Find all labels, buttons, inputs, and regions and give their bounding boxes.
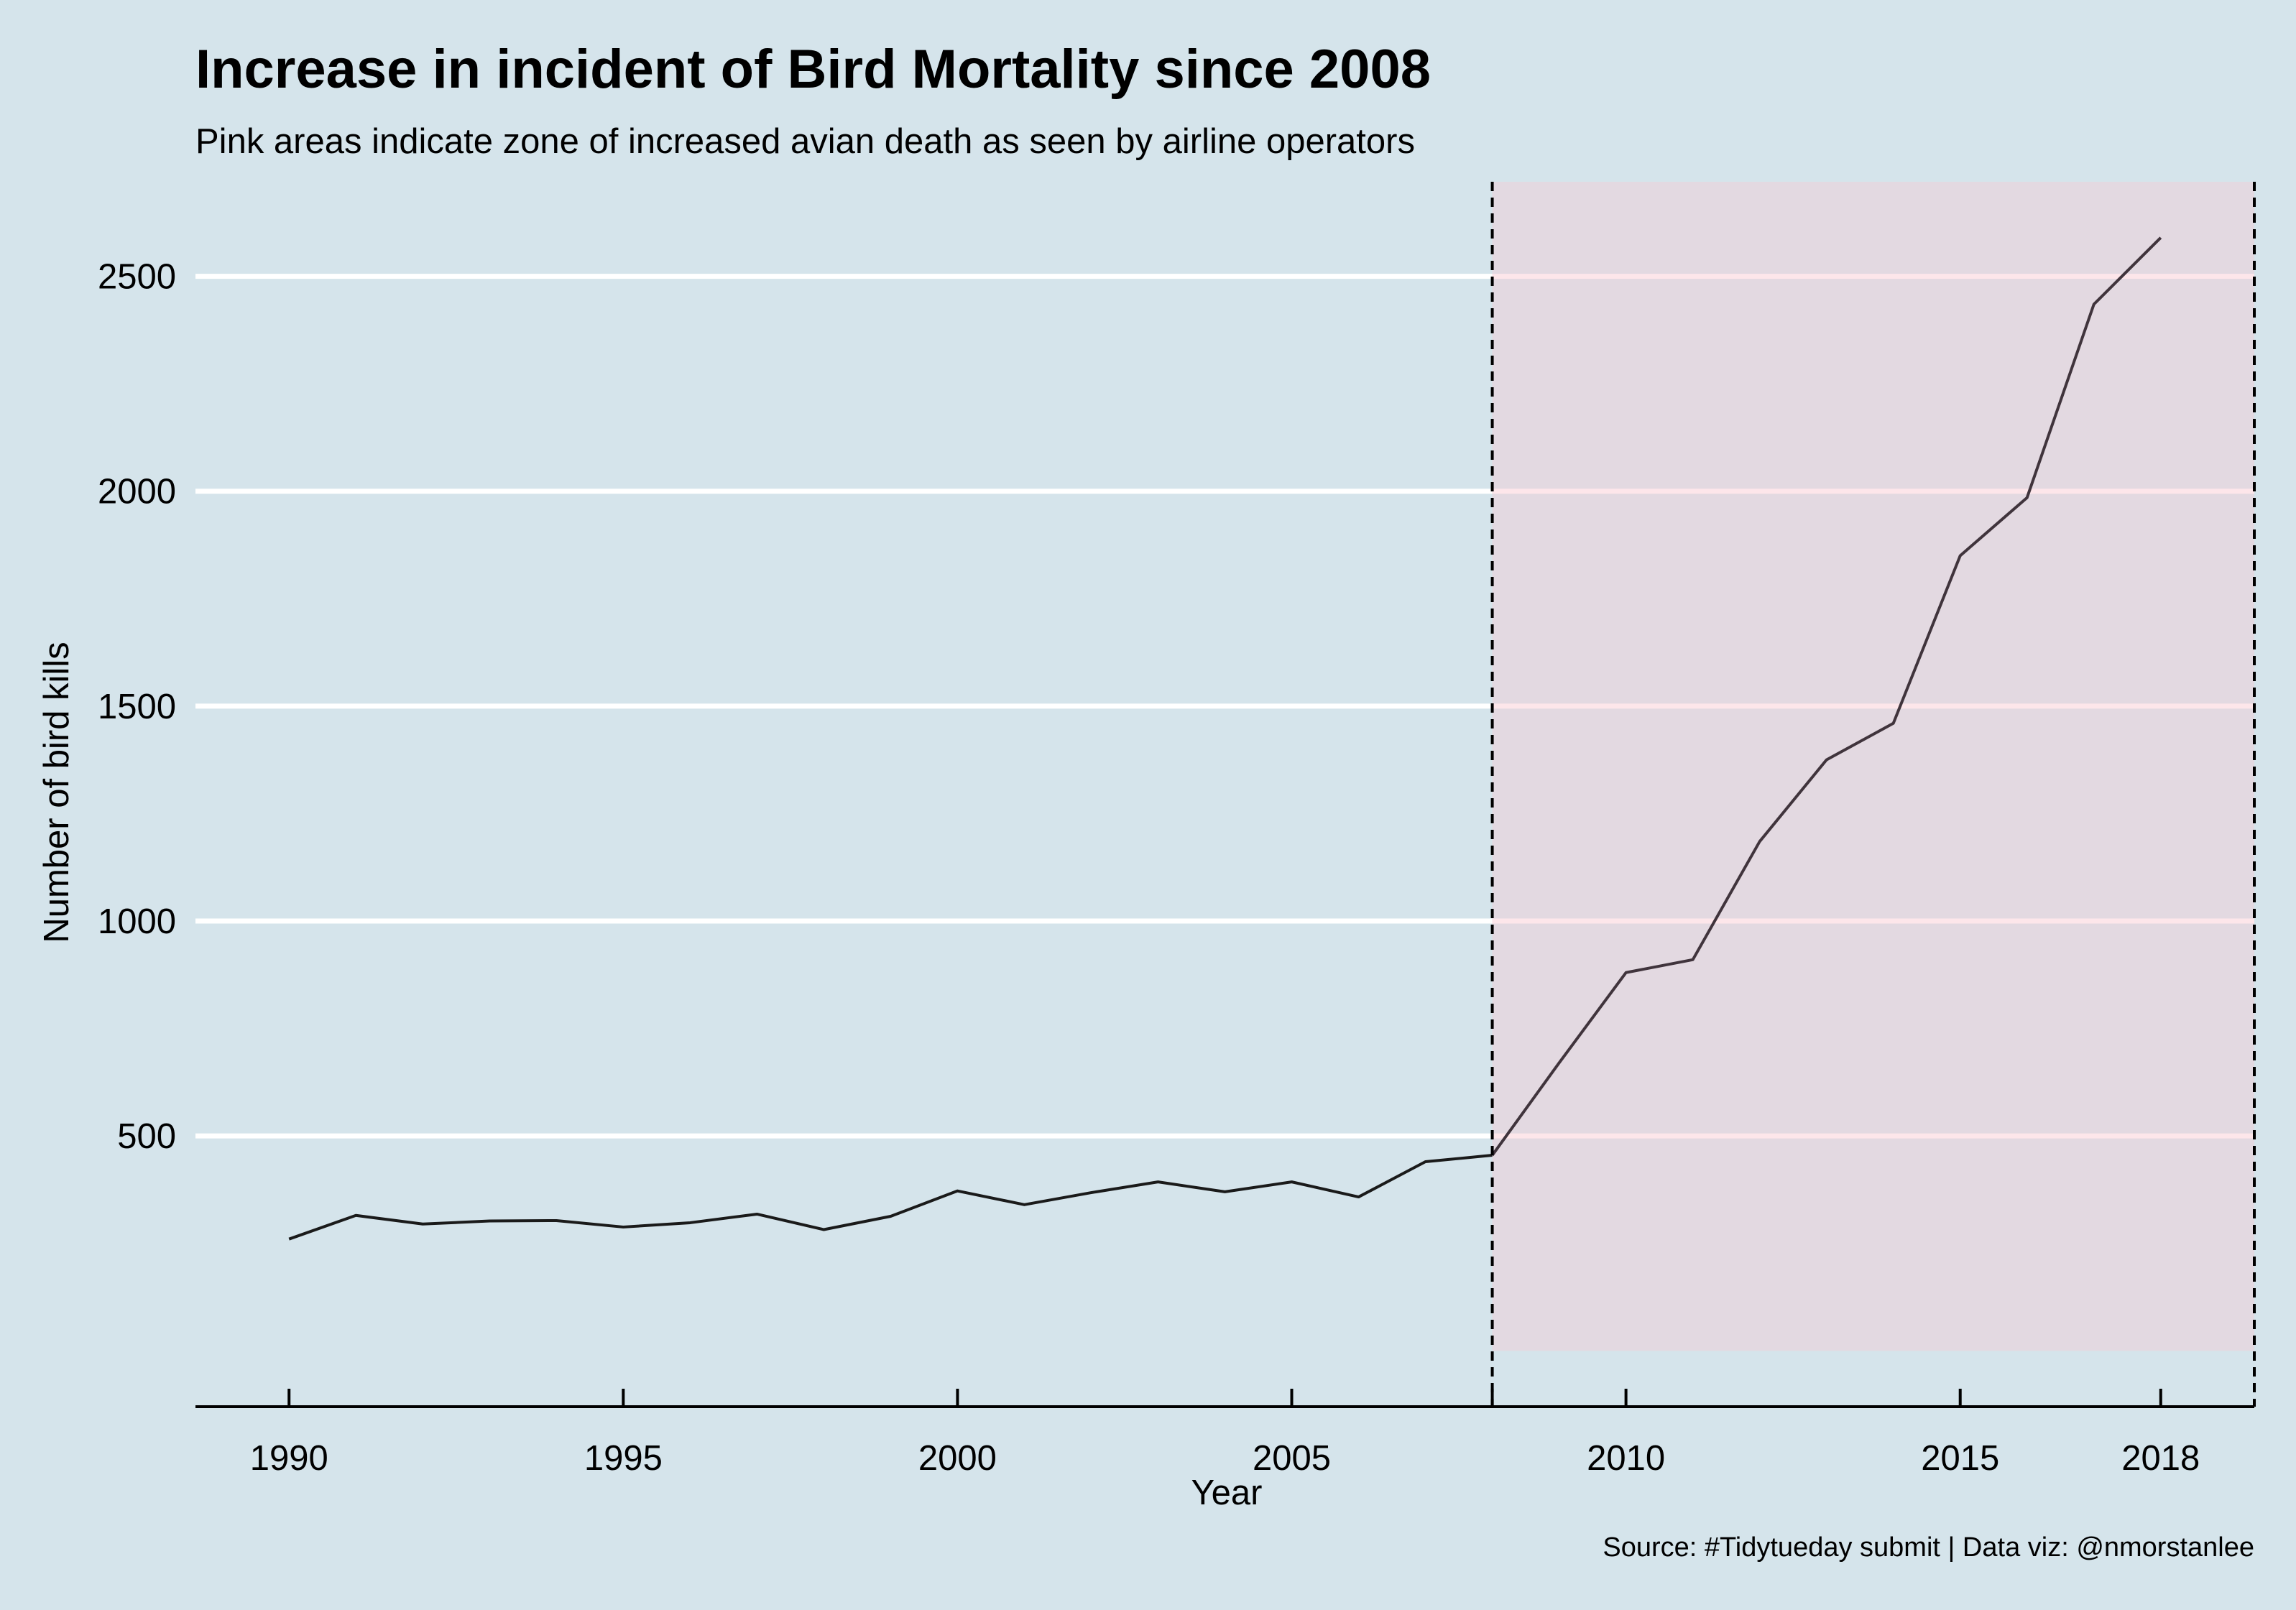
series-line-from-2008	[1490, 236, 2162, 1157]
y-tick-label-2500: 2500	[98, 258, 176, 297]
series-line-before-2008	[288, 1154, 1493, 1241]
chart-caption: Source: #Tidytueday submit | Data viz: @…	[1603, 1532, 2254, 1563]
x-tick-label-1995: 1995	[584, 1439, 663, 1478]
chart-title: Increase in incident of Bird Mortality s…	[195, 39, 1431, 100]
x-tick-label-2015: 2015	[1921, 1439, 1999, 1478]
y-tick-label-1000: 1000	[98, 902, 176, 941]
y-tick-label-2000: 2000	[98, 473, 176, 512]
x-axis-title: Year	[1191, 1473, 1262, 1512]
x-tick-label-2010: 2010	[1587, 1439, 1665, 1478]
highlight-region	[1492, 182, 2254, 1351]
x-tick-label-1990: 1990	[250, 1439, 328, 1478]
x-tick-label-2005: 2005	[1253, 1439, 1331, 1478]
x-tick-label-2000: 2000	[918, 1439, 997, 1478]
y-tick-label-500: 500	[117, 1117, 176, 1156]
y-axis-title: Number of bird kills	[37, 642, 76, 943]
x-tick-label-2018: 2018	[2121, 1439, 2200, 1478]
y-tick-label-1500: 1500	[98, 688, 176, 726]
chart-subtitle: Pink areas indicate zone of increased av…	[195, 122, 1415, 161]
plot-area: 1990 1995 2000 2005 2010 2015 2018 500 1000 1500 2…	[98, 182, 2256, 1478]
